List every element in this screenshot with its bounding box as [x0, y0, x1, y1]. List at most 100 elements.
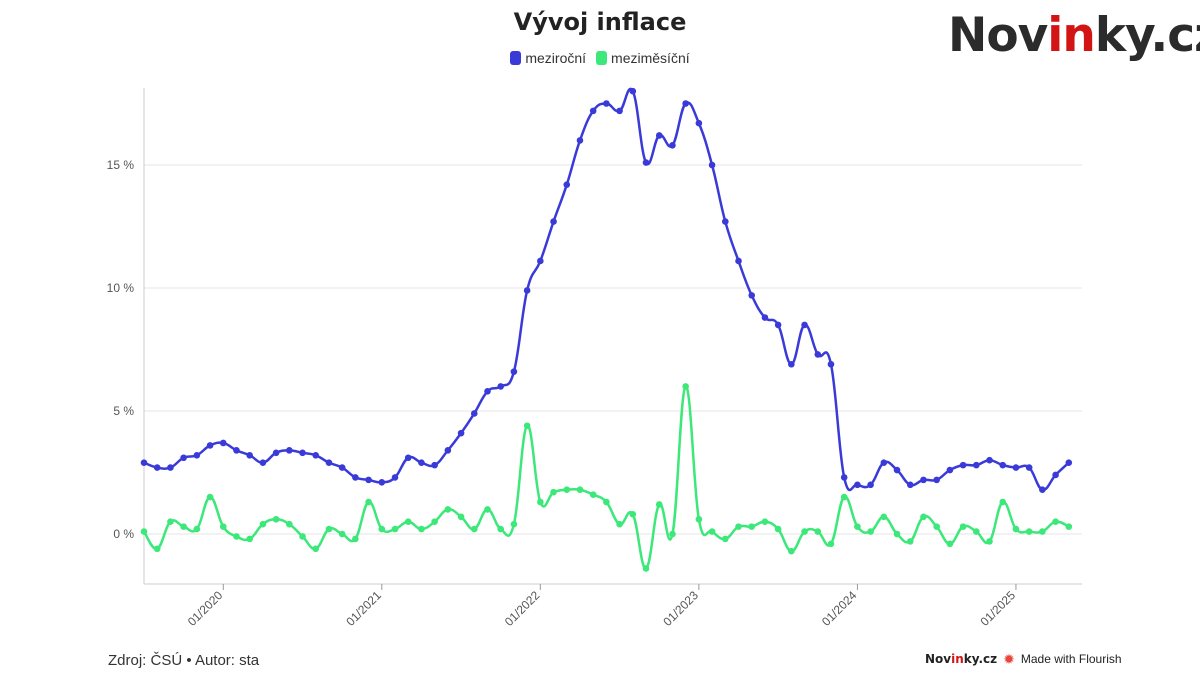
data-point-yoy [774, 321, 782, 329]
data-point-yoy [457, 429, 465, 437]
data-point-yoy [933, 476, 940, 484]
data-point-yoy [801, 321, 808, 329]
data-point-yoy [338, 464, 346, 471]
data-point-mom [338, 530, 346, 538]
data-point-yoy [418, 459, 425, 466]
source-credit: Zdroj: ČSÚ • Autor: sta [108, 652, 260, 669]
footer-brand[interactable]: Novinky.cz ✹ Made with Flourish [925, 652, 1122, 666]
legend-label-yoy: meziroční [525, 50, 587, 66]
data-point-yoy [906, 481, 914, 489]
data-point-yoy [616, 107, 623, 115]
data-point-yoy [655, 132, 663, 139]
data-point-yoy [893, 466, 901, 474]
data-point-yoy [404, 454, 412, 462]
novinky-logo[interactable]: Novinky.cz [948, 8, 1200, 63]
data-point-mom [906, 538, 914, 545]
data-point-yoy [603, 100, 610, 107]
data-point-yoy [814, 351, 822, 358]
data-point-mom [986, 538, 993, 545]
data-point-yoy [708, 161, 716, 169]
data-point-mom [735, 523, 742, 530]
data-point-mom [761, 518, 769, 525]
legend-item-mom[interactable]: meziměsíční [596, 50, 690, 66]
data-point-yoy [946, 466, 954, 474]
data-point-mom [391, 525, 399, 533]
data-point-yoy [880, 459, 888, 466]
data-point-yoy [735, 257, 742, 265]
data-point-mom [576, 486, 584, 494]
data-point-yoy [973, 461, 980, 469]
data-point-mom [1052, 518, 1059, 525]
data-point-yoy [721, 218, 729, 225]
data-point-yoy [365, 476, 372, 484]
data-point-yoy [167, 464, 174, 471]
data-point-mom [484, 506, 491, 513]
data-point-yoy [259, 459, 267, 466]
legend-label-mom: meziměsíční [611, 50, 690, 66]
data-point-yoy [219, 439, 227, 447]
data-point-mom [1012, 525, 1020, 533]
legend-swatch-mom [596, 51, 608, 65]
data-point-mom [788, 547, 795, 555]
data-point-yoy [1065, 459, 1073, 466]
x-tick-label: 01/2023 [660, 588, 701, 629]
data-point-yoy [312, 451, 320, 459]
data-point-yoy [272, 449, 280, 457]
data-point-yoy [563, 181, 571, 188]
data-point-mom [946, 540, 954, 548]
x-tick-label: 01/2025 [977, 588, 1018, 629]
data-point-mom [378, 525, 386, 533]
data-point-mom [457, 513, 465, 521]
data-point-yoy [669, 142, 676, 149]
data-point-mom [629, 511, 637, 518]
chart-legend: meziroční meziměsíční [0, 50, 1200, 66]
y-tick-label: 15 % [107, 158, 135, 172]
data-point-yoy [497, 383, 505, 390]
data-point-mom [325, 525, 333, 533]
chart-title: Vývoj inflace [513, 8, 687, 36]
data-point-mom [286, 520, 293, 528]
data-point-mom [352, 535, 359, 543]
data-point-mom [180, 523, 187, 530]
data-point-yoy [788, 360, 795, 368]
logo-suffix: ky.cz [1094, 8, 1200, 63]
data-point-mom [1039, 528, 1046, 535]
data-point-yoy [537, 257, 544, 265]
flourish-icon: ✹ [1003, 651, 1015, 667]
data-point-mom [140, 528, 148, 535]
data-point-mom [616, 520, 623, 528]
data-point-mom [682, 383, 689, 390]
data-point-mom [959, 523, 967, 530]
data-point-yoy [1052, 471, 1059, 479]
data-point-yoy [867, 481, 874, 489]
data-point-mom [193, 525, 201, 533]
data-point-mom [523, 422, 531, 430]
data-point-mom [153, 545, 161, 553]
legend-swatch-yoy [510, 51, 522, 65]
data-point-yoy [629, 87, 637, 95]
data-point-yoy [576, 137, 584, 144]
data-point-yoy [246, 451, 253, 459]
data-point-mom [840, 493, 848, 501]
data-point-mom [550, 488, 557, 496]
series-line-yoy [143, 87, 1070, 492]
data-point-mom [470, 525, 478, 533]
data-point-yoy [840, 474, 848, 481]
data-point-mom [854, 523, 861, 530]
data-point-yoy [431, 461, 438, 469]
data-point-yoy [695, 119, 703, 127]
data-point-yoy [444, 447, 452, 454]
data-point-yoy [748, 292, 756, 299]
data-point-mom [219, 523, 227, 530]
data-point-mom [933, 523, 940, 530]
data-point-yoy [986, 456, 993, 464]
y-tick-label: 10 % [107, 281, 135, 295]
y-tick-label: 5 % [113, 404, 134, 418]
data-point-mom [537, 498, 544, 506]
data-point-mom [748, 523, 756, 530]
legend-item-yoy[interactable]: meziroční [510, 50, 586, 66]
data-point-yoy [761, 314, 769, 321]
data-point-mom [721, 535, 729, 543]
series-line-mom [142, 385, 1070, 570]
